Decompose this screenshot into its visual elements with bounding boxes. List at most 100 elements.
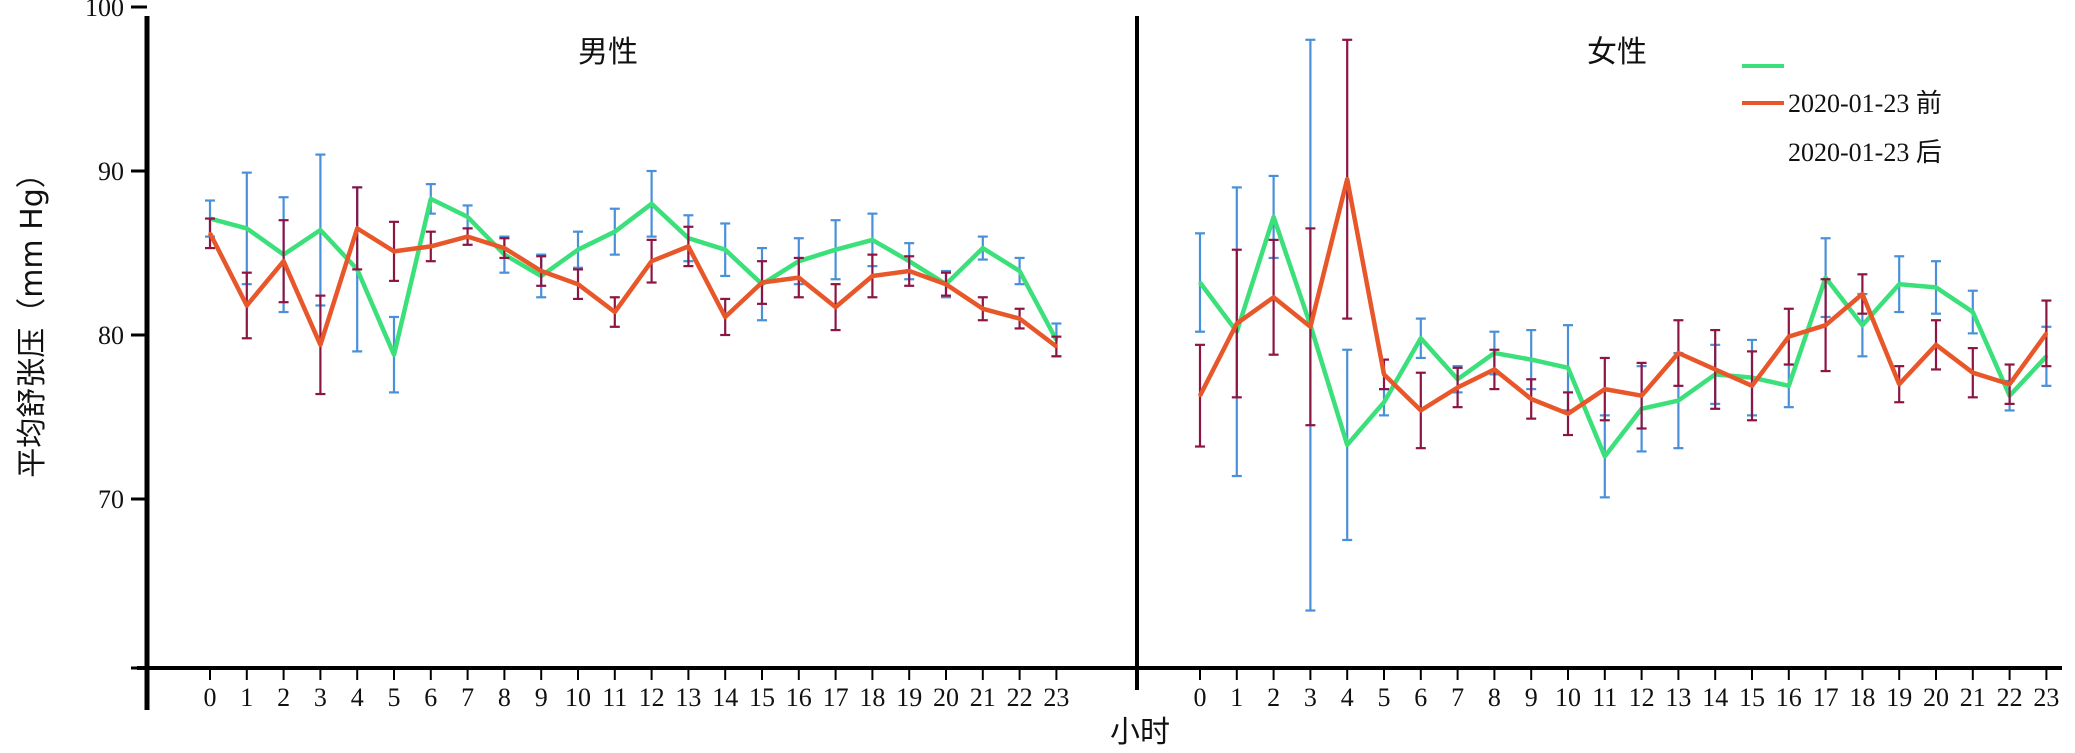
x-tick-label: 9 bbox=[535, 683, 548, 712]
legend-label-before: 2020-01-23 前 bbox=[1788, 89, 1942, 118]
series-line bbox=[1197, 176, 2049, 416]
data-point bbox=[723, 248, 727, 252]
data-point bbox=[1934, 285, 1938, 289]
y-tick-label: 90 bbox=[98, 157, 124, 186]
x-tick-label: 3 bbox=[1304, 683, 1317, 712]
data-point bbox=[944, 282, 948, 286]
data-point bbox=[1198, 281, 1202, 285]
x-tick-label: 12 bbox=[639, 683, 665, 712]
x-tick-label: 8 bbox=[498, 683, 511, 712]
data-point bbox=[870, 274, 874, 278]
data-point bbox=[1492, 367, 1496, 371]
series-line bbox=[1198, 214, 2049, 459]
data-point bbox=[429, 197, 433, 201]
data-point bbox=[686, 244, 690, 248]
data-point bbox=[1345, 177, 1349, 181]
data-point bbox=[245, 303, 249, 307]
x-tick-label: 14 bbox=[1702, 683, 1728, 712]
series-line bbox=[209, 196, 1059, 357]
data-point bbox=[2008, 382, 2012, 386]
x-tick-label: 9 bbox=[1525, 683, 1538, 712]
x-tick-label: 12 bbox=[1629, 683, 1655, 712]
x-tick-label: 8 bbox=[1488, 683, 1501, 712]
x-tick-label: 21 bbox=[1960, 683, 1986, 712]
data-point bbox=[1603, 454, 1607, 458]
data-point bbox=[208, 231, 212, 235]
data-point bbox=[282, 259, 286, 263]
x-tick-label: 0 bbox=[204, 683, 217, 712]
data-point bbox=[1603, 387, 1607, 391]
data-point bbox=[1198, 394, 1202, 398]
data-point bbox=[1824, 323, 1828, 327]
data-point bbox=[1897, 382, 1901, 386]
legend: 2020-01-23 前 2020-01-23 后 bbox=[1742, 64, 1942, 167]
data-point bbox=[1640, 394, 1644, 398]
data-point bbox=[318, 228, 322, 232]
x-tick-label: 18 bbox=[1849, 683, 1875, 712]
x-tick-label: 7 bbox=[1451, 683, 1464, 712]
data-point bbox=[576, 248, 580, 252]
x-tick-label: 14 bbox=[712, 683, 738, 712]
x-tick-label: 23 bbox=[1043, 683, 1069, 712]
x-tick-label: 6 bbox=[1414, 683, 1427, 712]
data-point bbox=[1750, 384, 1754, 388]
data-point bbox=[1897, 282, 1901, 286]
x-tick-label: 21 bbox=[970, 683, 996, 712]
x-tick-label: 6 bbox=[424, 683, 437, 712]
data-point bbox=[1419, 408, 1423, 412]
x-tick-label: 10 bbox=[1555, 683, 1581, 712]
data-point bbox=[1308, 325, 1312, 329]
x-tick-label: 13 bbox=[1665, 683, 1691, 712]
panel-title-female: 女性 bbox=[1587, 35, 1647, 70]
x-tick-label: 17 bbox=[1813, 683, 1839, 712]
panel-title-male: 男性 bbox=[578, 35, 638, 70]
x-tick-label: 4 bbox=[1341, 683, 1354, 712]
x-tick-label: 16 bbox=[1776, 683, 1802, 712]
data-point bbox=[1272, 295, 1276, 299]
series-after-panel-1 bbox=[1195, 38, 2052, 450]
data-point bbox=[1529, 358, 1533, 362]
data-point bbox=[834, 305, 838, 309]
x-tick-label: 20 bbox=[1923, 683, 1949, 712]
y-tick-label: 70 bbox=[98, 485, 124, 514]
data-point bbox=[907, 269, 911, 273]
x-axis-ticks: 0 1 2 3 4 5 6 7 8 9 10 11 12 13 14 15 16 17 18 19 20 21 22 23 0 1… bbox=[204, 668, 2059, 712]
data-point bbox=[1860, 292, 1864, 296]
data-point bbox=[650, 259, 654, 263]
data-point bbox=[466, 235, 470, 239]
data-point bbox=[1566, 366, 1570, 370]
data-point bbox=[466, 215, 470, 219]
data-point bbox=[760, 281, 764, 285]
data-point bbox=[1456, 385, 1460, 389]
data-point bbox=[723, 315, 727, 319]
data-point bbox=[1382, 400, 1386, 404]
series-before-panel-1 bbox=[1195, 38, 2052, 612]
data-point bbox=[2044, 331, 2048, 335]
data-point bbox=[981, 307, 985, 311]
data-point bbox=[1934, 343, 1938, 347]
data-point bbox=[1971, 310, 1975, 314]
x-axis-title: 小时 bbox=[1110, 715, 1170, 750]
y-axis-title: 平均舒张压（mm Hg） bbox=[15, 158, 50, 478]
x-tick-label: 19 bbox=[896, 683, 922, 712]
data-point bbox=[613, 310, 617, 314]
data-point bbox=[797, 276, 801, 280]
x-tick-label: 2 bbox=[277, 683, 290, 712]
series-after-panel-0 bbox=[205, 186, 1062, 396]
x-tick-label: 15 bbox=[1739, 683, 1765, 712]
x-tick-label: 19 bbox=[1886, 683, 1912, 712]
data-point bbox=[1676, 399, 1680, 403]
data-point bbox=[1382, 372, 1386, 376]
x-tick-label: 0 bbox=[1194, 683, 1207, 712]
data-point bbox=[1018, 317, 1022, 321]
y-axis-ticks: 70 80 90 100 bbox=[85, 0, 147, 670]
x-tick-label: 3 bbox=[314, 683, 327, 712]
data-point bbox=[870, 238, 874, 242]
data-point bbox=[429, 244, 433, 248]
y-tick-label: 100 bbox=[85, 0, 124, 22]
x-tick-label: 22 bbox=[1997, 683, 2023, 712]
data-point bbox=[1235, 322, 1239, 326]
data-point bbox=[1860, 323, 1864, 327]
x-tick-label: 7 bbox=[461, 683, 474, 712]
